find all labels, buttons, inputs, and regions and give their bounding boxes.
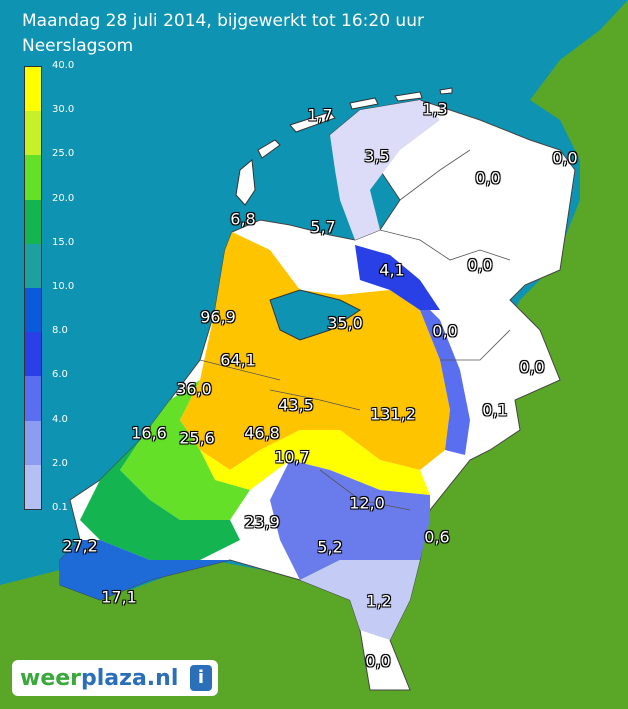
legend-label: 4.0 bbox=[52, 413, 68, 425]
legend-segment bbox=[25, 111, 41, 156]
precip-value: 17,1 bbox=[101, 587, 137, 607]
island-texel bbox=[235, 159, 256, 206]
legend-segment bbox=[25, 243, 41, 288]
zone-blue-se bbox=[270, 460, 430, 580]
zone-green bbox=[120, 380, 250, 520]
precip-value: 5,2 bbox=[317, 537, 343, 557]
precip-value: 131,2 bbox=[370, 404, 416, 424]
precip-value: 16,6 bbox=[131, 423, 167, 443]
precip-value: 96,9 bbox=[200, 307, 236, 327]
island-rottumeroog bbox=[439, 87, 453, 95]
logo-text: weerplaza.nl bbox=[20, 666, 178, 691]
precip-value: 1,7 bbox=[307, 105, 333, 125]
legend-segment bbox=[25, 288, 41, 333]
island-schiermonnikoog bbox=[394, 91, 423, 102]
zone-blue-east bbox=[390, 290, 470, 455]
precip-value: 36,0 bbox=[176, 379, 212, 399]
precip-value: 0,0 bbox=[467, 255, 493, 275]
precip-value: 0,0 bbox=[552, 148, 578, 168]
zone-light bbox=[330, 100, 440, 240]
map-subtitle: Neerslagsom bbox=[22, 36, 134, 56]
precip-value: 1,3 bbox=[422, 99, 448, 119]
legend-label: 10.0 bbox=[52, 281, 75, 292]
precip-value: 6,8 bbox=[230, 209, 256, 229]
legend-label: 8.0 bbox=[52, 325, 68, 337]
zone-lavender-se bbox=[300, 560, 420, 640]
island-terschelling bbox=[289, 111, 336, 133]
precip-value: 0,0 bbox=[432, 321, 458, 341]
legend-label: 30.0 bbox=[52, 104, 75, 116]
precip-value: 0,0 bbox=[475, 168, 501, 188]
precip-value: 46,8 bbox=[244, 423, 280, 443]
precip-value: 23,9 bbox=[244, 512, 280, 532]
precip-value: 0,6 bbox=[424, 527, 450, 547]
legend-label: 15.0 bbox=[52, 236, 75, 248]
legend-label: 6.0 bbox=[52, 369, 68, 381]
precip-value: 1,2 bbox=[366, 591, 392, 611]
precip-value: 0,0 bbox=[519, 357, 545, 377]
legend-label: 25.0 bbox=[52, 148, 75, 160]
legend-segment bbox=[25, 376, 41, 421]
precip-value: 43,5 bbox=[278, 395, 314, 415]
precip-value: 12,0 bbox=[349, 493, 385, 513]
legend-label: 0.1 bbox=[52, 502, 68, 513]
precip-value: 10,7 bbox=[274, 447, 310, 467]
legend-label: 20.0 bbox=[52, 192, 75, 204]
ijsselmeer bbox=[269, 289, 361, 341]
zone-blue-sw bbox=[60, 540, 230, 600]
precip-value: 4,1 bbox=[379, 260, 405, 280]
precip-value: 64,1 bbox=[220, 350, 256, 370]
precip-value: 3,5 bbox=[364, 146, 390, 166]
zone-yellow bbox=[200, 430, 430, 495]
zone-teal bbox=[80, 440, 240, 560]
precip-value: 27,2 bbox=[62, 536, 98, 556]
legend-segment bbox=[25, 464, 41, 509]
legend-colorbar bbox=[24, 66, 42, 510]
logo-text-plaza: plaza.nl bbox=[81, 666, 179, 691]
legend-segment bbox=[25, 332, 41, 377]
map-title: Maandag 28 juli 2014, bijgewerkt tot 16:… bbox=[22, 11, 424, 31]
province-borders bbox=[199, 149, 511, 511]
legend-segment bbox=[25, 420, 41, 465]
legend-segment bbox=[25, 67, 41, 112]
precip-value: 35,0 bbox=[327, 313, 363, 333]
precip-value: 5,7 bbox=[310, 217, 336, 237]
precip-value: 0,0 bbox=[365, 651, 391, 671]
precip-value: 25,6 bbox=[179, 428, 215, 448]
legend-label: 40.0 bbox=[52, 60, 75, 71]
info-icon: i bbox=[190, 665, 212, 691]
zone-orange bbox=[180, 232, 450, 470]
island-vlieland bbox=[257, 139, 281, 159]
legend-label: 2.0 bbox=[52, 457, 68, 469]
precip-value: 0,1 bbox=[482, 400, 508, 420]
logo-text-weer: weer bbox=[20, 666, 82, 691]
weerplaza-logo[interactable]: weerplaza.nl i bbox=[12, 660, 218, 696]
legend-segment bbox=[25, 155, 41, 200]
island-ameland bbox=[349, 97, 379, 110]
legend-segment bbox=[25, 199, 41, 244]
zone-blue-north bbox=[355, 245, 440, 310]
